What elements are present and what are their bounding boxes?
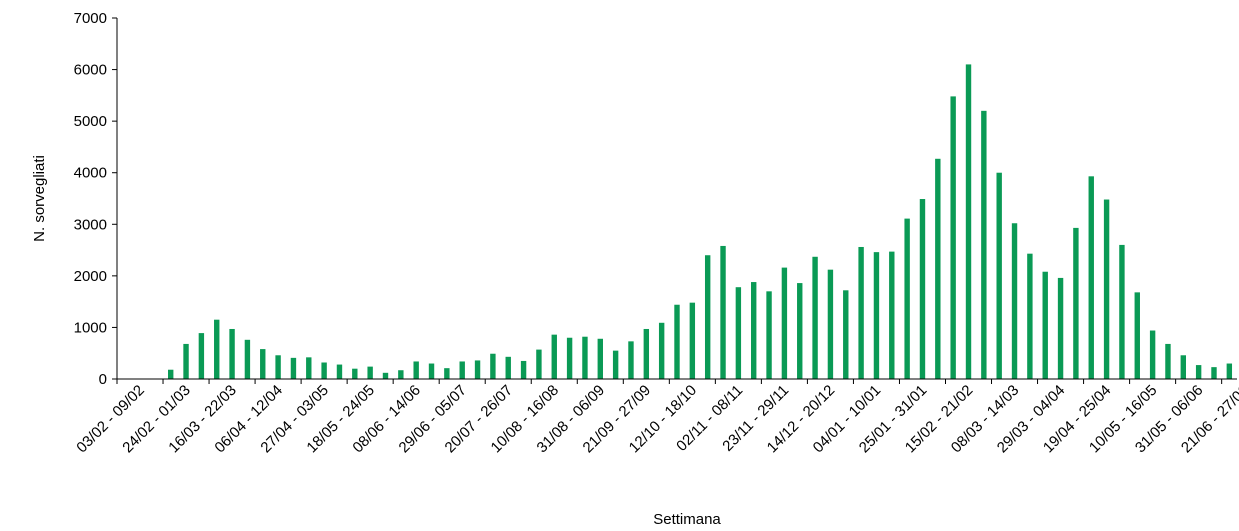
bar [1211, 367, 1217, 379]
y-tick-label: 6000 [74, 62, 107, 79]
bar [751, 282, 757, 379]
bar [1088, 176, 1094, 379]
y-tick-label: 7000 [74, 10, 107, 27]
bar [904, 218, 910, 379]
bar [1073, 227, 1079, 379]
bar [827, 269, 834, 379]
bar [643, 328, 650, 379]
bar [1195, 365, 1202, 379]
bar [306, 357, 312, 379]
bar [981, 110, 987, 379]
y-tick-label: 0 [99, 371, 107, 388]
y-tick-label: 4000 [74, 165, 107, 182]
bar [336, 364, 343, 379]
y-tick-label: 2000 [74, 268, 107, 285]
bar [812, 256, 818, 379]
y-tick-label: 1000 [74, 319, 107, 336]
bar [321, 362, 327, 379]
y-axis-ticks: 0 1000 2000 3000 4000 5000 6000 7000 [74, 10, 117, 388]
bar [428, 363, 435, 379]
bar [1180, 355, 1186, 379]
bar [781, 267, 788, 379]
bar [965, 64, 972, 379]
bar [566, 337, 573, 379]
bar [1042, 271, 1048, 379]
bar [490, 353, 496, 379]
bar [843, 290, 849, 379]
bar [582, 336, 588, 379]
bar [1226, 363, 1233, 379]
bar [198, 333, 205, 379]
bar [1057, 277, 1064, 379]
bar [505, 356, 511, 379]
bar [889, 251, 895, 379]
bar [229, 328, 235, 379]
bar [290, 357, 297, 379]
bar [935, 158, 941, 379]
bar [1165, 343, 1171, 379]
bar [474, 360, 481, 379]
bar [704, 255, 711, 379]
bar [413, 361, 419, 379]
x-axis-title: Settimana [653, 511, 721, 528]
bar [536, 349, 542, 379]
bar [735, 287, 742, 379]
bar [658, 322, 665, 379]
bar [260, 349, 266, 379]
y-axis-title: N. sorvegliati [31, 155, 48, 242]
bar [1149, 330, 1156, 379]
bar [183, 343, 189, 379]
bar [367, 366, 373, 379]
bar [612, 350, 619, 379]
bar [720, 245, 726, 379]
bar [858, 246, 864, 379]
bar [551, 334, 557, 379]
bar [352, 368, 358, 379]
bar [689, 302, 696, 379]
bar [996, 172, 1002, 379]
bar [919, 199, 926, 379]
bar [1027, 253, 1033, 379]
bar [1119, 244, 1125, 379]
bar [873, 252, 880, 379]
bars [168, 64, 1233, 379]
bar [444, 368, 450, 379]
bar [674, 304, 680, 379]
bar [244, 339, 251, 379]
bar [382, 372, 389, 379]
bar [766, 291, 772, 379]
y-tick-label: 3000 [74, 216, 107, 233]
bar [459, 361, 465, 379]
bar [597, 338, 603, 379]
bar [628, 341, 634, 379]
bar [214, 319, 220, 379]
bar [275, 355, 281, 379]
y-tick-label: 5000 [74, 113, 107, 130]
bar [1103, 199, 1110, 379]
bar [797, 283, 803, 379]
bar [520, 360, 527, 379]
bar [168, 369, 174, 379]
bar [1134, 292, 1140, 379]
bar [1011, 223, 1018, 379]
bar [950, 96, 956, 379]
bar [398, 370, 404, 379]
